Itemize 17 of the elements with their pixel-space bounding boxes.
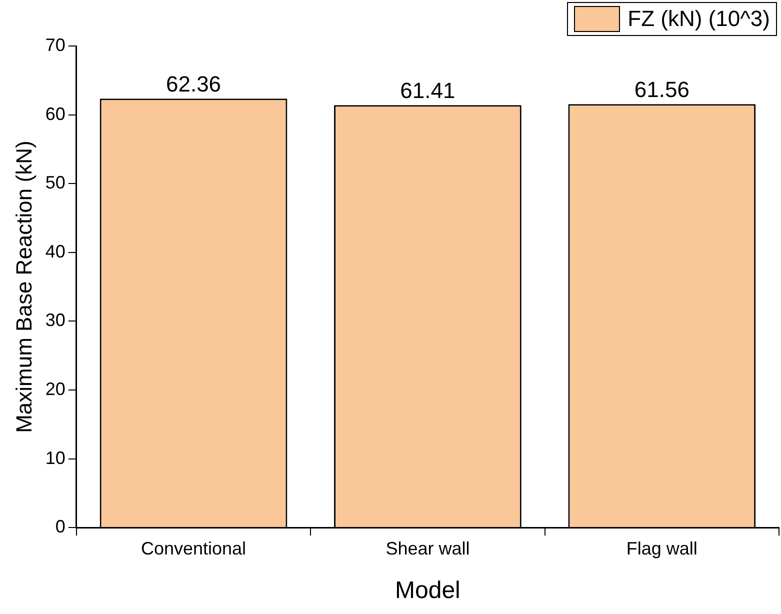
- data-label: 61.56: [634, 77, 690, 102]
- y-tick-label: 50: [45, 172, 66, 193]
- data-label: 62.36: [166, 72, 222, 97]
- y-tick-label: 70: [45, 34, 66, 55]
- x-tick-label: Shear wall: [386, 538, 470, 558]
- y-tick-label: 20: [45, 378, 66, 399]
- x-tick-label: Flag wall: [626, 538, 698, 558]
- y-tick-label: 40: [45, 241, 66, 262]
- x-tick-label: Conventional: [140, 538, 246, 558]
- y-tick-label: 10: [45, 448, 66, 468]
- y-tick-label: 30: [45, 310, 66, 330]
- text: FZ (kN) (10^3): [628, 6, 770, 32]
- x-axis-title: Model: [395, 577, 460, 604]
- y-tick-label: 0: [55, 516, 66, 537]
- y-tick-label: 60: [45, 104, 66, 124]
- y-axis-title: Maximum Base Reaction (kN): [11, 140, 36, 433]
- data-label: 61.41: [400, 78, 456, 104]
